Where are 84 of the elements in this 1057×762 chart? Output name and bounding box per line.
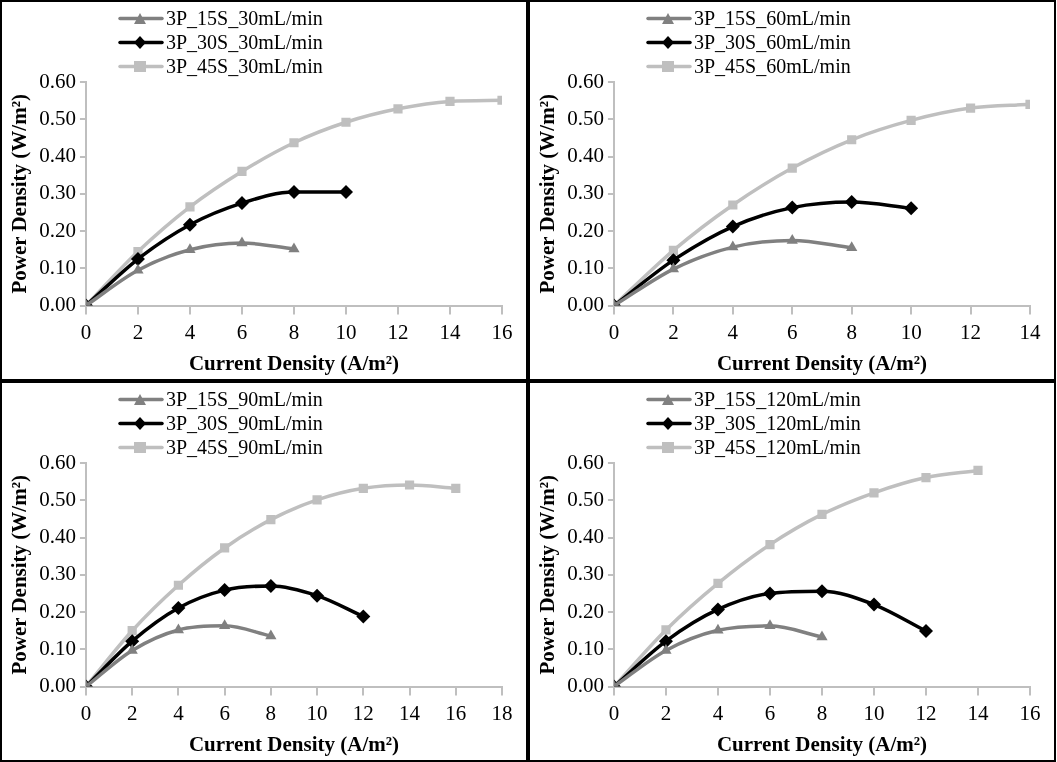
- legend-label: 3P_30S_60mL/min: [694, 30, 851, 54]
- x-tick-label: 10: [335, 319, 357, 344]
- x-tick-label: 2: [126, 700, 138, 725]
- y-tick-label: 0.60: [39, 449, 76, 474]
- x-tick-label: 2: [132, 319, 144, 344]
- y-axis-title: Power Density (W/m²): [7, 94, 32, 294]
- x-tick-label: 6: [236, 319, 248, 344]
- y-tick-label: 0.30: [39, 561, 76, 586]
- x-tick-label: 16: [491, 319, 513, 344]
- y-tick-label: 0.20: [567, 217, 604, 242]
- y-tick-label: 0.00: [39, 292, 76, 317]
- x-tick-label: 10: [900, 319, 922, 344]
- y-tick-label: 0.20: [567, 598, 604, 623]
- y-tick-label: 0.20: [39, 217, 76, 242]
- y-tick-label: 0.10: [39, 254, 76, 279]
- x-tick-label: 8: [816, 700, 828, 725]
- y-tick-label: 0.20: [39, 598, 76, 623]
- y-tick-label: 0.30: [567, 561, 604, 586]
- y-tick-label: 0.00: [567, 673, 604, 698]
- legend-label: 3P_15S_30mL/min: [166, 6, 323, 30]
- x-axis-title: Current Density (A/m²): [716, 731, 927, 756]
- x-tick-label: 4: [173, 700, 185, 725]
- x-tick-label: 14: [399, 700, 421, 725]
- x-tick-label: 6: [219, 700, 230, 725]
- y-tick-label: 0.50: [39, 486, 76, 511]
- x-tick-label: 8: [288, 319, 300, 344]
- x-tick-label: 6: [787, 319, 798, 344]
- legend-label: 3P_30S_90mL/min: [166, 411, 323, 435]
- legend-label: 3P_45S_90mL/min: [166, 435, 323, 459]
- x-axis-title: Current Density (A/m²): [188, 350, 399, 375]
- x-tick-label: 2: [668, 319, 679, 344]
- x-tick-label: 10: [306, 700, 328, 725]
- x-tick-label: 4: [184, 319, 196, 344]
- legend-label: 3P_30S_30mL/min: [166, 30, 323, 54]
- x-tick-label: 8: [265, 700, 277, 725]
- legend-label: 3P_45S_120mL/min: [694, 435, 861, 459]
- y-tick-label: 0.30: [39, 180, 76, 205]
- y-tick-label: 0.40: [567, 143, 604, 168]
- y-tick-label: 0.30: [567, 180, 604, 205]
- x-tick-label: 0: [80, 700, 92, 725]
- x-tick-label: 14: [1019, 319, 1041, 344]
- legend-label: 3P_45S_60mL/min: [694, 54, 851, 78]
- y-axis-title: Power Density (W/m²): [535, 475, 560, 675]
- legend-label: 3P_15S_60mL/min: [694, 6, 851, 30]
- x-tick-label: 16: [445, 700, 467, 725]
- legend-label: 3P_15S_90mL/min: [166, 387, 323, 411]
- legend-label: 3P_15S_120mL/min: [694, 387, 861, 411]
- y-tick-label: 0.00: [39, 673, 76, 698]
- y-tick-label: 0.60: [567, 449, 604, 474]
- x-tick-label: 12: [387, 319, 409, 344]
- x-tick-label: 18: [491, 700, 513, 725]
- y-tick-label: 0.50: [567, 105, 604, 130]
- y-axis-title: Power Density (W/m²): [535, 94, 560, 294]
- y-tick-label: 0.10: [567, 254, 604, 279]
- y-tick-label: 0.60: [567, 68, 604, 93]
- y-tick-label: 0.40: [39, 524, 76, 549]
- x-tick-label: 8: [846, 319, 857, 344]
- x-tick-label: 0: [80, 319, 92, 344]
- x-tick-label: 4: [727, 319, 739, 344]
- x-tick-label: 2: [660, 700, 672, 725]
- x-tick-label: 12: [915, 700, 937, 725]
- y-tick-label: 0.10: [567, 635, 604, 660]
- y-tick-label: 0.40: [39, 143, 76, 168]
- x-tick-label: 14: [439, 319, 461, 344]
- legend-label: 3P_45S_30mL/min: [166, 54, 323, 78]
- y-tick-label: 0.10: [39, 635, 76, 660]
- x-tick-label: 0: [608, 700, 620, 725]
- y-axis-title: Power Density (W/m²): [7, 475, 32, 675]
- x-tick-label: 4: [712, 700, 724, 725]
- x-tick-label: 0: [608, 319, 620, 344]
- legend-label: 3P_30S_120mL/min: [694, 411, 861, 435]
- y-tick-label: 0.00: [567, 292, 604, 317]
- y-tick-label: 0.60: [39, 68, 76, 93]
- x-axis-title: Current Density (A/m²): [188, 731, 399, 756]
- x-tick-label: 14: [967, 700, 989, 725]
- x-tick-label: 12: [352, 700, 374, 725]
- y-tick-label: 0.40: [567, 524, 604, 549]
- x-axis-title: Current Density (A/m²): [716, 350, 927, 375]
- y-tick-label: 0.50: [567, 486, 604, 511]
- x-tick-label: 10: [863, 700, 885, 725]
- x-tick-label: 12: [960, 319, 982, 344]
- y-tick-label: 0.50: [39, 105, 76, 130]
- x-tick-label: 6: [764, 700, 776, 725]
- x-tick-label: 16: [1019, 700, 1041, 725]
